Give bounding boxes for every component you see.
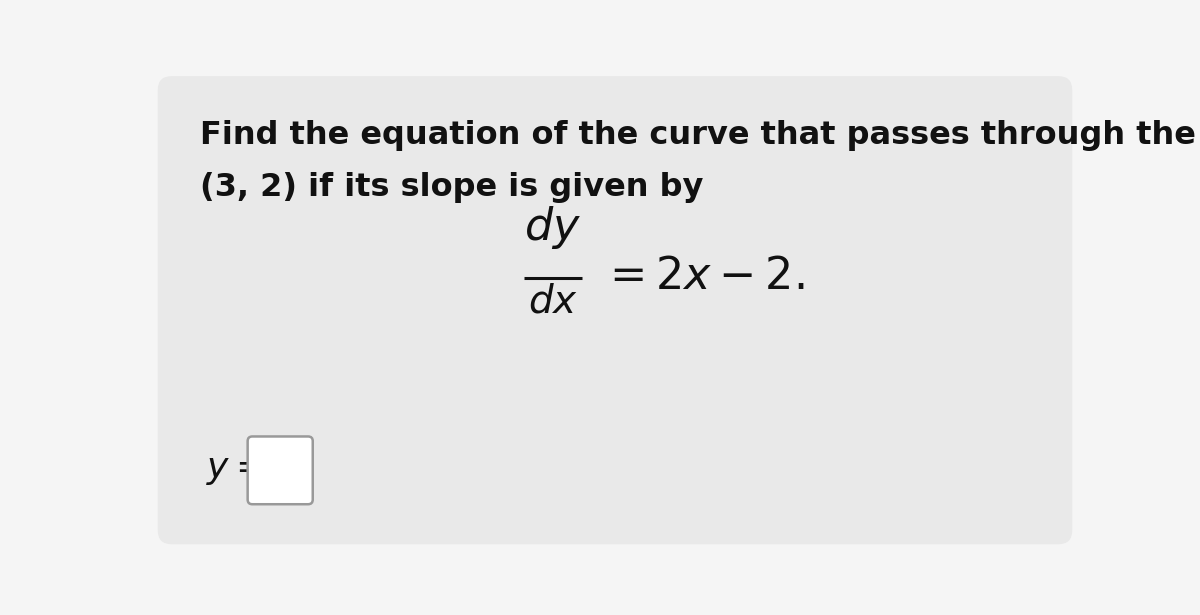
- FancyBboxPatch shape: [157, 76, 1073, 544]
- FancyBboxPatch shape: [247, 437, 313, 504]
- Text: $y =$: $y =$: [206, 453, 264, 487]
- Text: $dy$: $dy$: [524, 204, 582, 251]
- Text: $dx$: $dx$: [528, 282, 578, 320]
- Text: $= 2x - 2.$: $= 2x - 2.$: [601, 255, 805, 298]
- Text: (3, 2) if its slope is given by: (3, 2) if its slope is given by: [200, 172, 703, 202]
- Text: Find the equation of the curve that passes through the point: Find the equation of the curve that pass…: [200, 120, 1200, 151]
